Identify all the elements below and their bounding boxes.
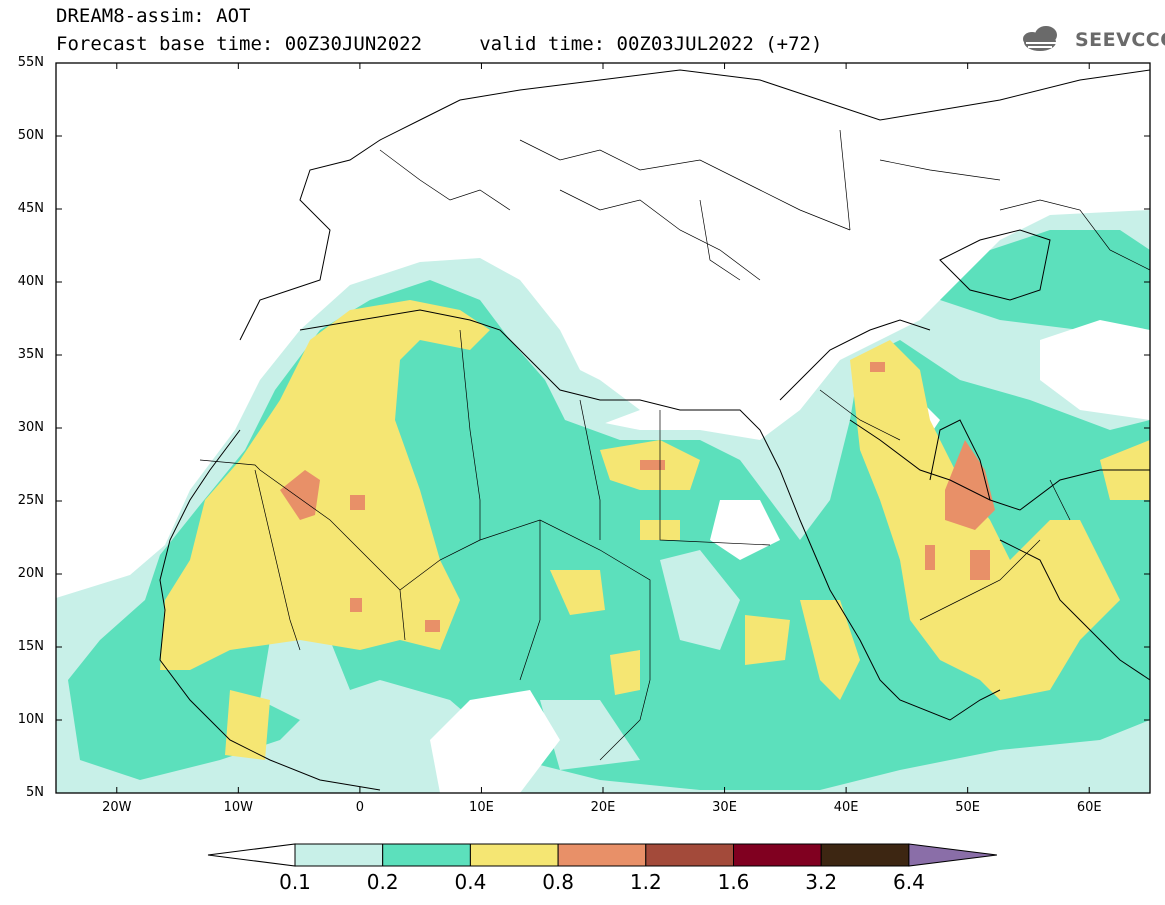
- aot-low-patches: [260, 550, 740, 770]
- lon-label: 0: [355, 800, 365, 815]
- lon-label: 30E: [712, 800, 737, 815]
- colorbar-label: 6.4: [892, 870, 925, 894]
- lon-label: 60E: [1076, 800, 1102, 815]
- lat-label: 30N: [17, 420, 44, 435]
- colorbar: [207, 843, 997, 867]
- lat-label: 50N: [17, 128, 44, 143]
- lat-label: 25N: [17, 493, 44, 508]
- country-borders: [199, 129, 1150, 761]
- lon-label: 10E: [469, 800, 494, 815]
- lat-label: 10N: [17, 712, 44, 727]
- lat-label: 35N: [17, 347, 44, 362]
- colorbar-label: 0.1: [279, 870, 311, 894]
- forecast-time-line: Forecast base time: 00Z30JUN2022 valid t…: [56, 33, 823, 55]
- colorbar-label: 0.4: [454, 870, 487, 894]
- colorbar-label: 3.2: [805, 870, 838, 894]
- lon-label: 20E: [590, 800, 616, 815]
- map-title: DREAM8-assim: AOT: [56, 5, 251, 27]
- lat-label: 45N: [17, 201, 44, 216]
- coastlines: [159, 69, 1150, 791]
- cloud-icon: [1023, 26, 1057, 51]
- colorbar-label: 1.2: [629, 870, 662, 894]
- logo-text: SEEVCCC: [1075, 29, 1165, 51]
- lat-label: 15N: [17, 639, 44, 654]
- colorbar-segment: [820, 843, 910, 867]
- lat-label: 5N: [26, 785, 44, 800]
- colorbar-label: 0.8: [542, 870, 574, 894]
- lon-label: 50E: [955, 800, 981, 815]
- lon-label: 10W: [223, 800, 254, 815]
- colorbar-segment: [557, 843, 647, 867]
- lat-label: 55N: [17, 55, 44, 70]
- colorbar-segment: [294, 843, 384, 867]
- lon-label: 40E: [833, 800, 859, 815]
- colorbar-label: 1.6: [717, 870, 750, 894]
- colorbar-segment: [733, 843, 822, 867]
- lon-label: 20W: [102, 800, 132, 815]
- colorbar-min-arrow: [207, 843, 296, 867]
- lat-label: 40N: [17, 274, 44, 289]
- colorbar-label: 0.2: [366, 870, 399, 894]
- lat-label: 20N: [17, 566, 44, 581]
- colorbar-segment: [469, 843, 559, 867]
- aot-level-0.8-1.2: [280, 362, 995, 632]
- aot-field: [56, 63, 1150, 793]
- colorbar-max-arrow: [908, 843, 997, 867]
- colorbar-segment: [382, 843, 471, 867]
- axis-ticks: [56, 62, 1150, 794]
- colorbar-segment: [645, 843, 734, 867]
